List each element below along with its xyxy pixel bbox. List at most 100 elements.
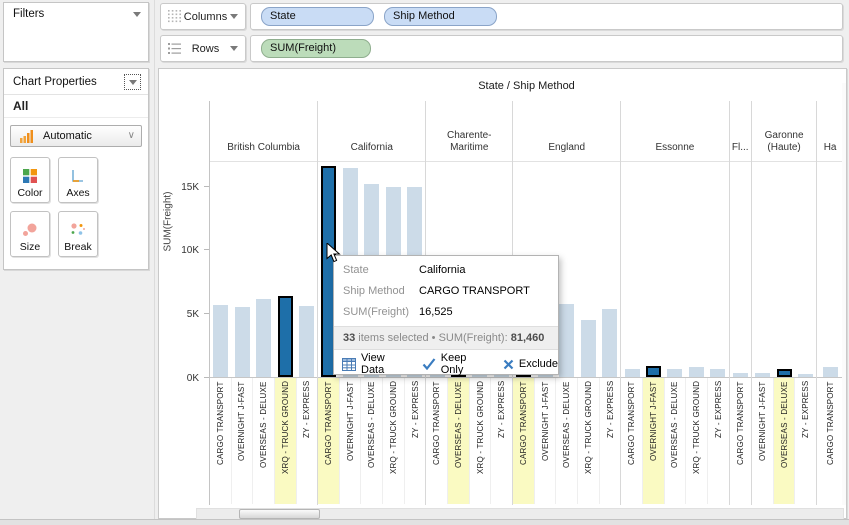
exclude-button[interactable]: Exclude	[503, 358, 558, 370]
bar-cell-cargo-transport	[730, 373, 751, 377]
horizontal-scrollbar-thumb[interactable]	[239, 509, 320, 519]
x-label-cell-overseas-deluxe[interactable]: OVERSEAS - DELUXE	[556, 378, 579, 504]
state-header-garonne-haute[interactable]: Garonne (Haute)	[752, 101, 816, 161]
x-label-cell-xrq-truck-ground[interactable]: XRQ - TRUCK GROUND	[686, 378, 708, 504]
chevron-down-icon[interactable]	[230, 14, 238, 19]
bar-essonne-overnight-j-fast[interactable]	[645, 366, 661, 377]
bar-cell-overseas-deluxe	[773, 369, 794, 377]
state-header-ha[interactable]: Ha	[817, 101, 843, 161]
x-label-cell-cargo-transport[interactable]: CARGO TRANSPORT	[426, 378, 449, 504]
bar-essonne-zy-express[interactable]	[710, 369, 726, 377]
view-data-button[interactable]: View Data	[342, 352, 409, 376]
bars-pane	[817, 161, 843, 378]
x-label-cell-zy-express[interactable]: ZY - EXPRESS	[297, 378, 318, 504]
filters-panel: Filters	[3, 2, 149, 62]
columns-shelf[interactable]: Columns	[160, 3, 246, 30]
x-label-cell-zy-express[interactable]: ZY - EXPRESS	[405, 378, 426, 504]
state-header-charente-maritime[interactable]: Charente-Maritime	[426, 101, 512, 161]
state-group-ha: Ha CARGO TRANSPORT	[816, 101, 843, 505]
bar-england-xrq-truck-ground[interactable]	[580, 320, 596, 377]
x-label-cell-xrq-truck-ground[interactable]: XRQ - TRUCK GROUND	[470, 378, 492, 504]
rows-shelf-label: Rows	[191, 42, 220, 55]
keep-only-button[interactable]: Keep Only	[422, 352, 490, 376]
x-label-row: CARGO TRANSPORT	[817, 378, 843, 504]
x-label-cell-overnight-j-fast[interactable]: OVERNIGHT J-FAST	[752, 378, 774, 504]
y-axis-title: SUM(Freight)	[162, 191, 174, 252]
state-header-label: Ha	[823, 142, 837, 153]
x-label-cell-zy-express[interactable]: ZY - EXPRESS	[795, 378, 816, 504]
bar-cell-overnight-j-fast	[752, 373, 773, 377]
x-label-cell-cargo-transport[interactable]: CARGO TRANSPORT	[513, 378, 535, 504]
bar-cell-zy-express	[795, 374, 816, 377]
x-label-cell-cargo-transport[interactable]: CARGO TRANSPORT	[210, 378, 232, 504]
bar-garonne-haute-overnight-j-fast[interactable]	[755, 373, 771, 377]
size-button[interactable]: Size	[10, 211, 50, 257]
bar-garonne-haute-zy-express[interactable]	[798, 374, 814, 377]
y-tick-mark	[204, 185, 209, 187]
state-header-fl[interactable]: Fl...	[730, 101, 751, 161]
chevron-down-icon[interactable]	[229, 46, 238, 51]
x-label-text: CARGO TRANSPORT	[215, 381, 225, 465]
pill-ship-method[interactable]: Ship Method	[384, 7, 497, 26]
bar-essonne-overseas-deluxe[interactable]	[667, 369, 683, 377]
collapse-chevron-icon[interactable]	[133, 11, 141, 17]
bar-garonne-haute-overseas-deluxe[interactable]	[776, 369, 792, 377]
x-label-cell-cargo-transport[interactable]: CARGO TRANSPORT	[318, 378, 340, 504]
bar-cell-xrq-truck-ground	[274, 296, 295, 377]
x-label-cell-overseas-deluxe[interactable]: OVERSEAS - DELUXE	[448, 378, 470, 504]
x-label-text: XRQ - TRUCK GROUND	[583, 381, 593, 475]
x-label-cell-xrq-truck-ground[interactable]: XRQ - TRUCK GROUND	[578, 378, 600, 504]
bar-essonne-cargo-transport[interactable]	[624, 369, 640, 377]
tooltip-field-value: CARGO TRANSPORT	[419, 285, 530, 297]
bar-england-zy-express[interactable]	[602, 309, 618, 377]
break-button[interactable]: Break	[58, 211, 98, 257]
x-label-cell-cargo-transport[interactable]: CARGO TRANSPORT	[730, 378, 751, 504]
axes-icon	[68, 167, 88, 185]
x-label-cell-cargo-transport[interactable]: CARGO TRANSPORT	[817, 378, 843, 504]
tooltip-field-label: Ship Method	[343, 285, 405, 297]
section-label-all: All	[4, 95, 148, 118]
chart-type-dropdown[interactable]: Automatic ∨	[10, 125, 142, 147]
pill-sum-freight[interactable]: SUM(Freight)	[261, 39, 371, 58]
check-icon	[422, 358, 436, 370]
color-button[interactable]: Color	[10, 157, 50, 203]
x-label-text: CARGO TRANSPORT	[735, 381, 745, 465]
x-label-cell-overseas-deluxe[interactable]: OVERSEAS - DELUXE	[665, 378, 687, 504]
bar-british-columbia-xrq-truck-ground[interactable]	[277, 296, 293, 377]
state-header-essonne[interactable]: Essonne	[621, 101, 728, 161]
x-label-cell-overnight-j-fast[interactable]: OVERNIGHT J-FAST	[642, 378, 665, 504]
bar-british-columbia-cargo-transport[interactable]	[213, 305, 229, 377]
x-label-cell-zy-express[interactable]: ZY - EXPRESS	[708, 378, 729, 504]
bar-ha-cargo-transport[interactable]	[822, 367, 838, 377]
pill-state[interactable]: State	[261, 7, 374, 26]
x-label-cell-overseas-deluxe[interactable]: OVERSEAS - DELUXE	[361, 378, 384, 504]
x-label-cell-zy-express[interactable]: ZY - EXPRESS	[491, 378, 512, 504]
state-header-california[interactable]: California	[318, 101, 425, 161]
x-label-cell-overnight-j-fast[interactable]: OVERNIGHT J-FAST	[535, 378, 557, 504]
bar-essonne-xrq-truck-ground[interactable]	[688, 367, 704, 377]
x-label-cell-overnight-j-fast[interactable]: OVERNIGHT J-FAST	[340, 378, 362, 504]
bar-cell-overseas-deluxe	[664, 369, 685, 377]
bar-fl-cargo-transport[interactable]	[732, 373, 748, 377]
bar-british-columbia-zy-express[interactable]	[298, 306, 314, 377]
x-label-cell-zy-express[interactable]: ZY - EXPRESS	[600, 378, 621, 504]
property-buttons: Color Axes Size Break	[4, 153, 148, 261]
x-label-cell-xrq-truck-ground[interactable]: XRQ - TRUCK GROUND	[383, 378, 405, 504]
x-label-cell-overseas-deluxe[interactable]: OVERSEAS - DELUXE	[253, 378, 275, 504]
state-header-british-columbia[interactable]: British Columbia	[210, 101, 317, 161]
bar-british-columbia-overseas-deluxe[interactable]	[256, 299, 272, 377]
x-label-cell-cargo-transport[interactable]: CARGO TRANSPORT	[621, 378, 643, 504]
x-label-text: OVERSEAS - DELUXE	[367, 381, 377, 468]
y-tick-0k: 0K	[186, 373, 199, 384]
x-label-row: CARGO TRANSPORT OVERSEAS - DELUXE XRQ - TR…	[426, 378, 512, 504]
state-header-england[interactable]: England	[513, 101, 620, 161]
y-tick-mark	[204, 377, 209, 378]
bar-england-overseas-deluxe[interactable]	[559, 304, 575, 377]
axes-button[interactable]: Axes	[58, 157, 98, 203]
x-label-cell-overseas-deluxe[interactable]: OVERSEAS - DELUXE	[773, 378, 796, 504]
x-label-cell-overnight-j-fast[interactable]: OVERNIGHT J-FAST	[232, 378, 254, 504]
bar-british-columbia-overnight-j-fast[interactable]	[234, 307, 250, 377]
x-label-cell-xrq-truck-ground[interactable]: XRQ - TRUCK GROUND	[274, 378, 297, 504]
chart-properties-menu-button[interactable]	[124, 74, 141, 90]
rows-shelf[interactable]: Rows	[160, 35, 246, 62]
